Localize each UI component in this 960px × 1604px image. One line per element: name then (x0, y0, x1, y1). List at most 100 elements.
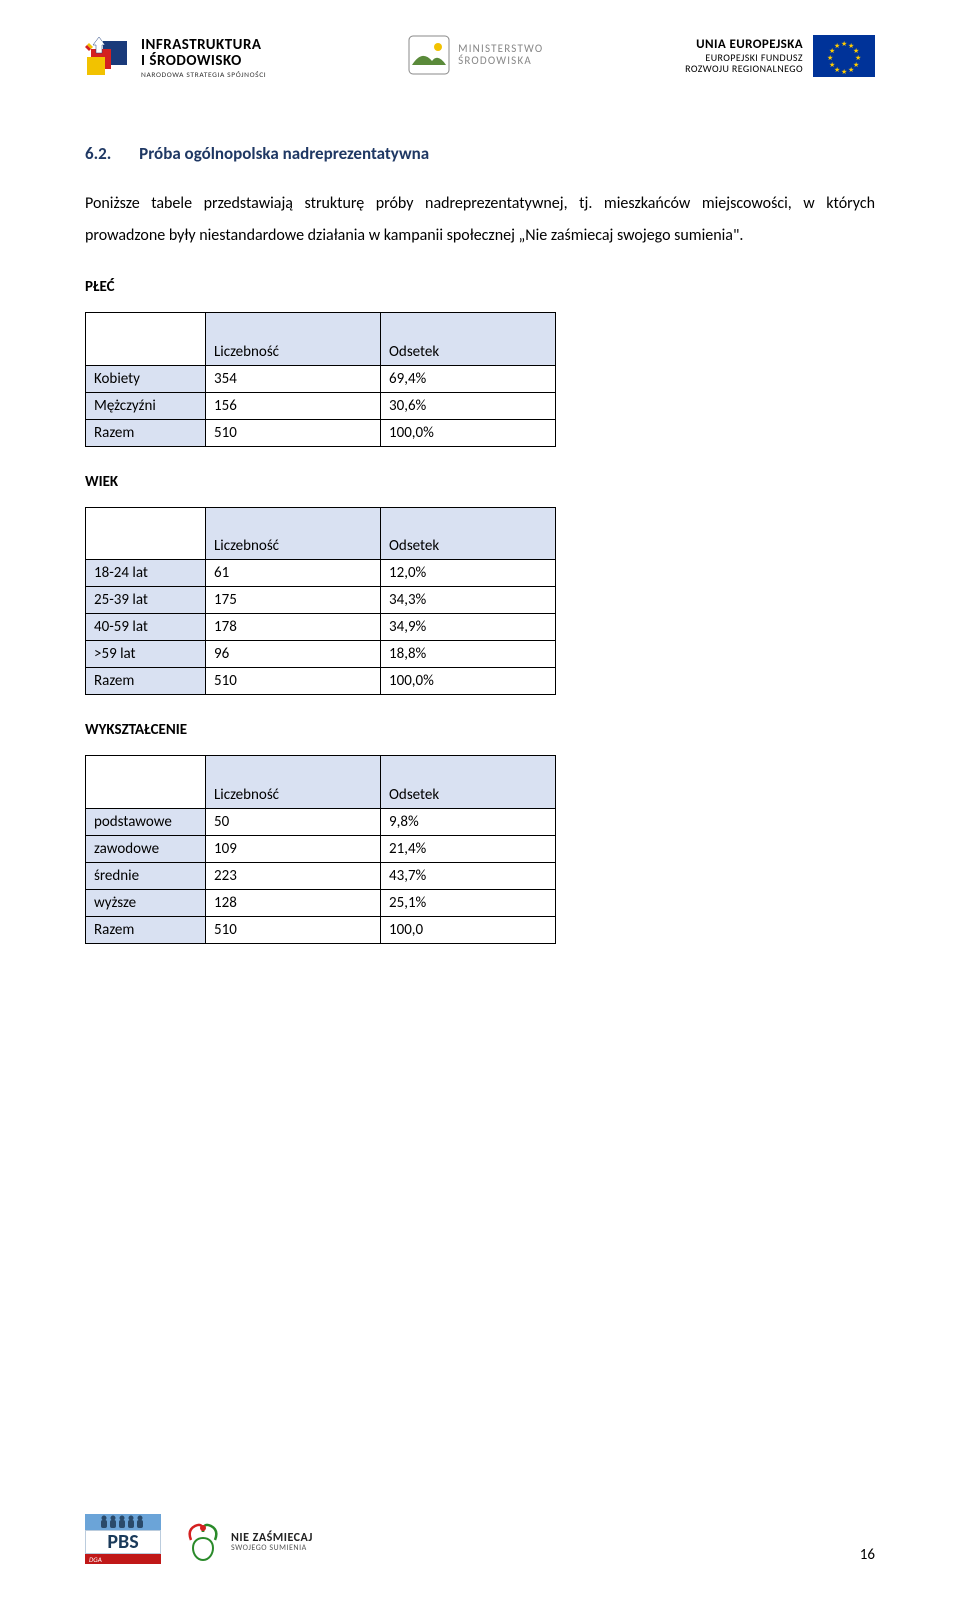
nie-zasmiecaj-text: NIE ZAŚMIECAJ SWOJEGO SUMIENIA (231, 1532, 313, 1552)
page-footer: PBS DGA NIE ZAŚMIECAJ SWOJEGO SUMIENIA 1… (85, 1514, 875, 1564)
nz-line2: SWOJEGO SUMIENIA (231, 1544, 313, 1552)
table-head-spacer (381, 756, 556, 782)
table-wiek: Liczebność Odsetek 18-24 lat6112,0%25-39… (85, 507, 556, 696)
ministerstwo-line2: ŚRODOWISKA (458, 55, 543, 67)
row-pct: 34,3% (381, 587, 556, 614)
row-count: 96 (206, 641, 381, 668)
table-row: 40-59 lat17834,9% (86, 614, 556, 641)
row-label: zawodowe (86, 835, 206, 862)
row-pct: 30,6% (381, 392, 556, 419)
table-row: średnie22343,7% (86, 862, 556, 889)
row-pct: 12,0% (381, 560, 556, 587)
table-head-spacer (206, 507, 381, 533)
row-count: 128 (206, 889, 381, 916)
infrastruktura-line2: I ŚRODOWISKO (141, 54, 266, 70)
table-row: wyższe12825,1% (86, 889, 556, 916)
page-number: 16 (860, 1546, 875, 1564)
row-pct: 18,8% (381, 641, 556, 668)
eu-flag-icon: ★ ★ ★ ★ ★ ★ ★ ★ ★ ★ ★ ★ (813, 35, 875, 77)
row-label: Razem (86, 419, 206, 446)
pbs-logo: PBS DGA (85, 1514, 161, 1564)
table-head-blank (86, 313, 206, 339)
ministerstwo-text: MINISTERSTWO ŚRODOWISKA (458, 43, 543, 67)
row-label: wyższe (86, 889, 206, 916)
intro-paragraph: Poniższe tabele przedstawiają strukturę … (85, 188, 875, 252)
table-wyk: Liczebność Odsetek podstawowe509,8%zawod… (85, 755, 556, 944)
pbs-sublabel: DGA (85, 1554, 161, 1564)
row-label: Kobiety (86, 365, 206, 392)
table-heading-wiek: WIEK (85, 473, 875, 491)
row-count: 109 (206, 835, 381, 862)
row-pct: 43,7% (381, 862, 556, 889)
table-head-spacer (381, 313, 556, 339)
infrastruktura-text: INFRASTRUKTURA I ŚRODOWISKO NARODOWA STR… (141, 38, 266, 79)
table-row: 18-24 lat6112,0% (86, 560, 556, 587)
row-count: 510 (206, 419, 381, 446)
table-head-blank (86, 782, 206, 809)
section-heading: 6.2. Próba ogólnopolska nadreprezentatyw… (85, 143, 875, 164)
eu-line1: UNIA EUROPEJSKA (696, 38, 803, 52)
table-row: >59 lat9618,8% (86, 641, 556, 668)
row-count: 178 (206, 614, 381, 641)
table-head-pct: Odsetek (381, 533, 556, 560)
nie-zasmiecaj-icon (181, 1520, 225, 1564)
row-count: 223 (206, 862, 381, 889)
logo-infrastruktura: INFRASTRUKTURA I ŚRODOWISKO NARODOWA STR… (85, 35, 266, 83)
row-label: 25-39 lat (86, 587, 206, 614)
ministerstwo-icon (408, 35, 450, 75)
row-label: Razem (86, 916, 206, 943)
table-head-count: Liczebność (206, 782, 381, 809)
table-head-blank (86, 756, 206, 782)
table-head-spacer (206, 756, 381, 782)
table-row: Kobiety35469,4% (86, 365, 556, 392)
table-heading-plec: PŁEĆ (85, 278, 875, 296)
row-label: średnie (86, 862, 206, 889)
eu-line3: ROZWOJU REGIONALNEGO (685, 63, 803, 74)
row-count: 510 (206, 668, 381, 695)
footer-logos: PBS DGA NIE ZAŚMIECAJ SWOJEGO SUMIENIA (85, 1514, 313, 1564)
pbs-label: PBS (85, 1530, 161, 1554)
row-count: 156 (206, 392, 381, 419)
row-pct: 21,4% (381, 835, 556, 862)
table-head-spacer (381, 507, 556, 533)
table-head-count: Liczebność (206, 339, 381, 366)
row-label: Mężczyźni (86, 392, 206, 419)
table-row: zawodowe10921,4% (86, 835, 556, 862)
eu-text: UNIA EUROPEJSKA EUROPEJSKI FUNDUSZ ROZWO… (685, 38, 803, 74)
section-title-text: Próba ogólnopolska nadreprezentatywna (139, 143, 429, 164)
table-row: Razem510100,0% (86, 668, 556, 695)
table-plec: Liczebność Odsetek Kobiety35469,4%Mężczy… (85, 312, 556, 447)
logo-ministerstwo: MINISTERSTWO ŚRODOWISKA (408, 35, 543, 75)
row-pct: 25,1% (381, 889, 556, 916)
pbs-people-icon (85, 1514, 161, 1530)
table-head-blank (86, 533, 206, 560)
row-label: 40-59 lat (86, 614, 206, 641)
table-head-spacer (206, 313, 381, 339)
row-count: 50 (206, 808, 381, 835)
row-pct: 9,8% (381, 808, 556, 835)
row-count: 510 (206, 916, 381, 943)
table-row: Mężczyźni15630,6% (86, 392, 556, 419)
row-count: 175 (206, 587, 381, 614)
row-count: 354 (206, 365, 381, 392)
section-number: 6.2. (85, 143, 111, 164)
table-body-plec: Kobiety35469,4%Mężczyźni15630,6%Razem510… (86, 365, 556, 446)
table-head-pct: Odsetek (381, 782, 556, 809)
header-logo-row: INFRASTRUKTURA I ŚRODOWISKO NARODOWA STR… (85, 35, 875, 83)
row-label: 18-24 lat (86, 560, 206, 587)
row-label: podstawowe (86, 808, 206, 835)
row-pct: 100,0 (381, 916, 556, 943)
row-count: 61 (206, 560, 381, 587)
table-row: Razem510100,0 (86, 916, 556, 943)
table-row: Razem510100,0% (86, 419, 556, 446)
infrastruktura-icon (85, 35, 133, 83)
table-body-wiek: 18-24 lat6112,0%25-39 lat17534,3%40-59 l… (86, 560, 556, 695)
table-head-blank (86, 339, 206, 366)
infrastruktura-line3: NARODOWA STRATEGIA SPÓJNOŚCI (141, 72, 266, 80)
logo-eu: UNIA EUROPEJSKA EUROPEJSKI FUNDUSZ ROZWO… (685, 35, 875, 77)
row-label: Razem (86, 668, 206, 695)
nie-zasmiecaj-logo: NIE ZAŚMIECAJ SWOJEGO SUMIENIA (181, 1520, 313, 1564)
row-label: >59 lat (86, 641, 206, 668)
row-pct: 69,4% (381, 365, 556, 392)
table-row: podstawowe509,8% (86, 808, 556, 835)
